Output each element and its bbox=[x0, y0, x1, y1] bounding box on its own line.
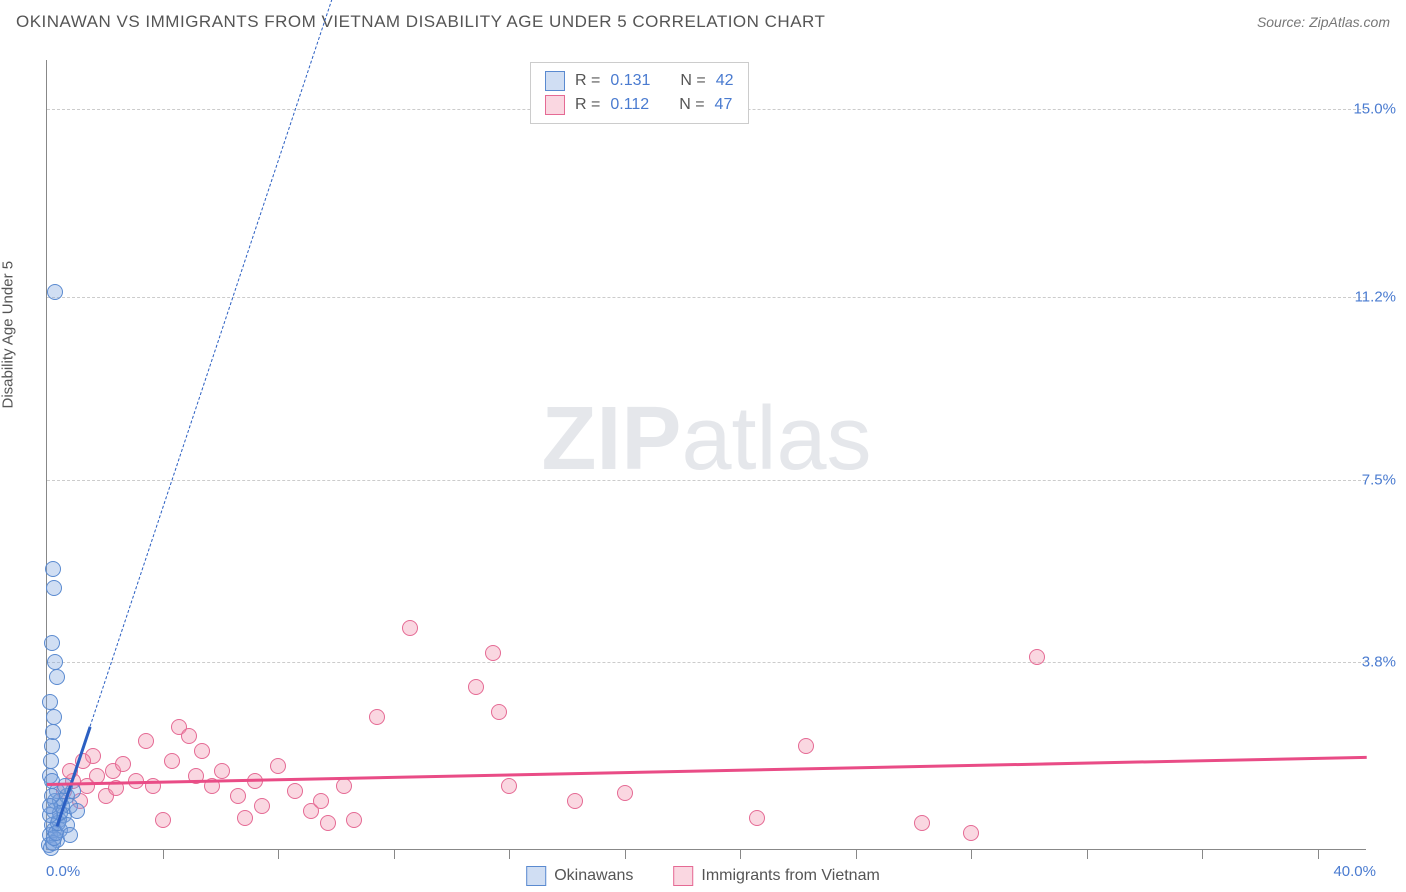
r-value-2: 0.112 bbox=[610, 96, 649, 114]
data-point-okinawans bbox=[47, 654, 63, 670]
data-point-vietnam bbox=[181, 728, 197, 744]
data-point-okinawans bbox=[44, 635, 60, 651]
data-point-vietnam bbox=[346, 812, 362, 828]
data-point-okinawans bbox=[45, 561, 61, 577]
data-point-vietnam bbox=[270, 758, 286, 774]
y-tick-label: 3.8% bbox=[1362, 654, 1396, 671]
gridline bbox=[47, 662, 1366, 663]
data-point-vietnam bbox=[230, 788, 246, 804]
data-point-vietnam bbox=[336, 778, 352, 794]
legend-item-vietnam: Immigrants from Vietnam bbox=[673, 866, 879, 886]
data-point-okinawans bbox=[44, 738, 60, 754]
x-tick bbox=[625, 849, 626, 859]
stats-legend-box: R = 0.131 N = 42 R = 0.112 N = 47 bbox=[530, 62, 749, 124]
legend-item-okinawans: Okinawans bbox=[526, 866, 633, 886]
watermark-zip: ZIP bbox=[541, 389, 681, 489]
data-point-vietnam bbox=[798, 738, 814, 754]
x-tick bbox=[740, 849, 741, 859]
y-axis-label: Disability Age Under 5 bbox=[0, 261, 17, 409]
n-label-2: N = bbox=[679, 96, 704, 114]
r-label-1: R = bbox=[575, 72, 600, 90]
y-tick-label: 15.0% bbox=[1353, 101, 1396, 118]
x-tick bbox=[1087, 849, 1088, 859]
data-point-vietnam bbox=[194, 743, 210, 759]
x-tick bbox=[278, 849, 279, 859]
data-point-vietnam bbox=[567, 793, 583, 809]
n-value-2: 47 bbox=[715, 96, 733, 114]
x-min-label: 0.0% bbox=[46, 863, 80, 880]
data-point-okinawans bbox=[45, 724, 61, 740]
source-name: ZipAtlas.com bbox=[1309, 14, 1390, 30]
gridline bbox=[47, 480, 1366, 481]
gridline bbox=[47, 297, 1366, 298]
swatch-vietnam bbox=[545, 95, 565, 115]
data-point-vietnam bbox=[963, 825, 979, 841]
y-tick-label: 11.2% bbox=[1355, 289, 1396, 306]
data-point-vietnam bbox=[485, 645, 501, 661]
data-point-okinawans bbox=[62, 827, 78, 843]
data-point-vietnam bbox=[214, 763, 230, 779]
data-point-vietnam bbox=[501, 778, 517, 794]
data-point-okinawans bbox=[49, 669, 65, 685]
data-point-vietnam bbox=[237, 810, 253, 826]
x-tick bbox=[509, 849, 510, 859]
r-label-2: R = bbox=[575, 96, 600, 114]
data-point-vietnam bbox=[617, 785, 633, 801]
legend-bottom: Okinawans Immigrants from Vietnam bbox=[526, 866, 880, 886]
data-point-vietnam bbox=[164, 753, 180, 769]
data-point-vietnam bbox=[369, 709, 385, 725]
x-tick bbox=[1202, 849, 1203, 859]
data-point-vietnam bbox=[749, 810, 765, 826]
legend-swatch-vietnam bbox=[673, 866, 693, 886]
data-point-okinawans bbox=[47, 284, 63, 300]
x-tick bbox=[971, 849, 972, 859]
data-point-vietnam bbox=[254, 798, 270, 814]
watermark-atlas: atlas bbox=[681, 389, 871, 489]
data-point-vietnam bbox=[468, 679, 484, 695]
r-value-1: 0.131 bbox=[610, 72, 650, 90]
data-point-okinawans bbox=[44, 773, 60, 789]
y-tick-label: 7.5% bbox=[1362, 471, 1396, 488]
n-value-1: 42 bbox=[716, 72, 734, 90]
legend-label-okinawans: Okinawans bbox=[554, 867, 633, 885]
source-prefix: Source: bbox=[1257, 14, 1309, 30]
data-point-vietnam bbox=[313, 793, 329, 809]
watermark: ZIPatlas bbox=[541, 388, 871, 491]
chart-title: OKINAWAN VS IMMIGRANTS FROM VIETNAM DISA… bbox=[16, 12, 825, 32]
legend-swatch-okinawans bbox=[526, 866, 546, 886]
swatch-okinawans bbox=[545, 71, 565, 91]
legend-label-vietnam: Immigrants from Vietnam bbox=[701, 867, 879, 885]
data-point-vietnam bbox=[1029, 649, 1045, 665]
data-point-okinawans bbox=[46, 580, 62, 596]
data-point-vietnam bbox=[155, 812, 171, 828]
trendline bbox=[47, 756, 1367, 786]
data-point-vietnam bbox=[115, 756, 131, 772]
data-point-okinawans bbox=[46, 709, 62, 725]
data-point-okinawans bbox=[42, 694, 58, 710]
x-tick bbox=[394, 849, 395, 859]
data-point-vietnam bbox=[138, 733, 154, 749]
header: OKINAWAN VS IMMIGRANTS FROM VIETNAM DISA… bbox=[0, 0, 1406, 44]
stats-row-vietnam: R = 0.112 N = 47 bbox=[545, 93, 734, 117]
data-point-vietnam bbox=[287, 783, 303, 799]
x-tick bbox=[856, 849, 857, 859]
data-point-vietnam bbox=[402, 620, 418, 636]
chart-plot-area: ZIPatlas bbox=[46, 60, 1366, 850]
stats-row-okinawans: R = 0.131 N = 42 bbox=[545, 69, 734, 93]
x-tick bbox=[163, 849, 164, 859]
data-point-okinawans bbox=[42, 798, 58, 814]
data-point-vietnam bbox=[491, 704, 507, 720]
data-point-vietnam bbox=[914, 815, 930, 831]
x-tick bbox=[1318, 849, 1319, 859]
data-point-okinawans bbox=[43, 753, 59, 769]
source-attribution: Source: ZipAtlas.com bbox=[1257, 14, 1390, 30]
data-point-vietnam bbox=[320, 815, 336, 831]
x-max-label: 40.0% bbox=[1333, 863, 1376, 880]
n-label-1: N = bbox=[680, 72, 705, 90]
data-point-okinawans bbox=[69, 803, 85, 819]
